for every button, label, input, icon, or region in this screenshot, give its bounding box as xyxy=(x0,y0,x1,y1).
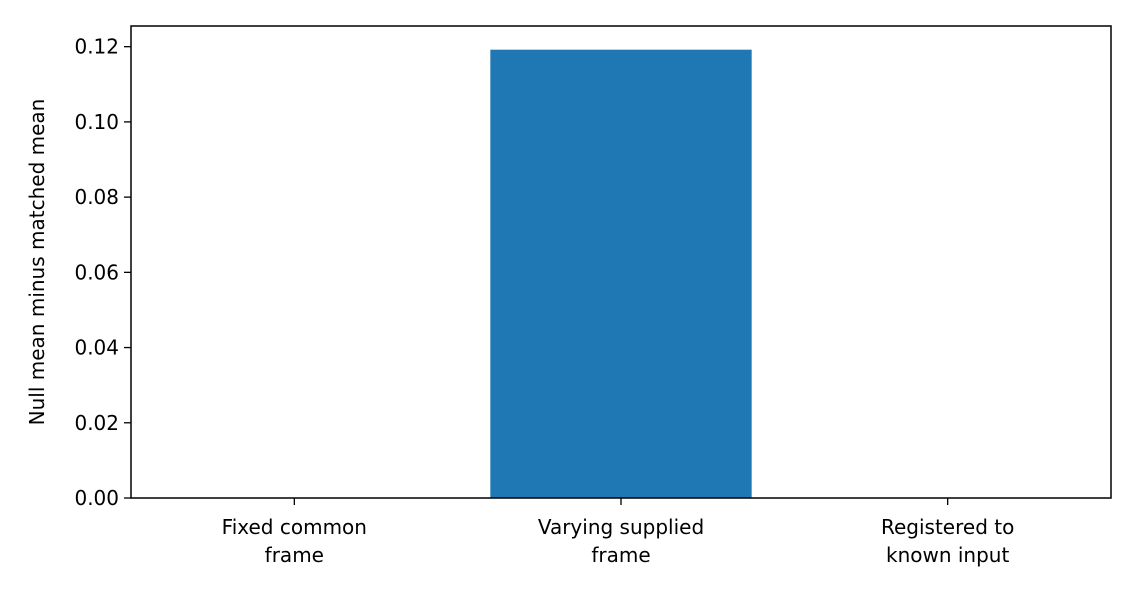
x-tick-label-line: frame xyxy=(265,543,324,567)
x-tick-label-line: frame xyxy=(591,543,650,567)
y-tick-label-0: 0.00 xyxy=(74,486,119,510)
bar-1 xyxy=(490,49,752,498)
x-tick-label-line: Fixed common xyxy=(222,515,367,539)
x-tick-label-line: Registered to xyxy=(881,515,1014,539)
x-tick-label-line: Varying supplied xyxy=(538,515,704,539)
y-tick-label-3: 0.06 xyxy=(74,260,119,284)
y-axis-label: Null mean minus matched mean xyxy=(25,99,49,426)
y-tick-label-5: 0.10 xyxy=(74,110,119,134)
x-tick-label-2: Registered to known input xyxy=(881,515,1014,567)
axes-layer: 0.00 0.02 0.04 0.06 0.08 0.10 0.12 Fixed common… xyxy=(74,25,1112,567)
y-tick-label-2: 0.04 xyxy=(74,336,119,360)
y-tick-label-4: 0.08 xyxy=(74,185,119,209)
x-tick-label-1: Varying supplied frame xyxy=(538,515,704,567)
x-tick-label-0: Fixed common frame xyxy=(222,515,367,567)
x-tick-label-line: known input xyxy=(886,543,1009,567)
y-tick-label-6: 0.12 xyxy=(74,35,119,59)
y-tick-label-1: 0.02 xyxy=(74,411,119,435)
bars-layer xyxy=(490,49,752,498)
